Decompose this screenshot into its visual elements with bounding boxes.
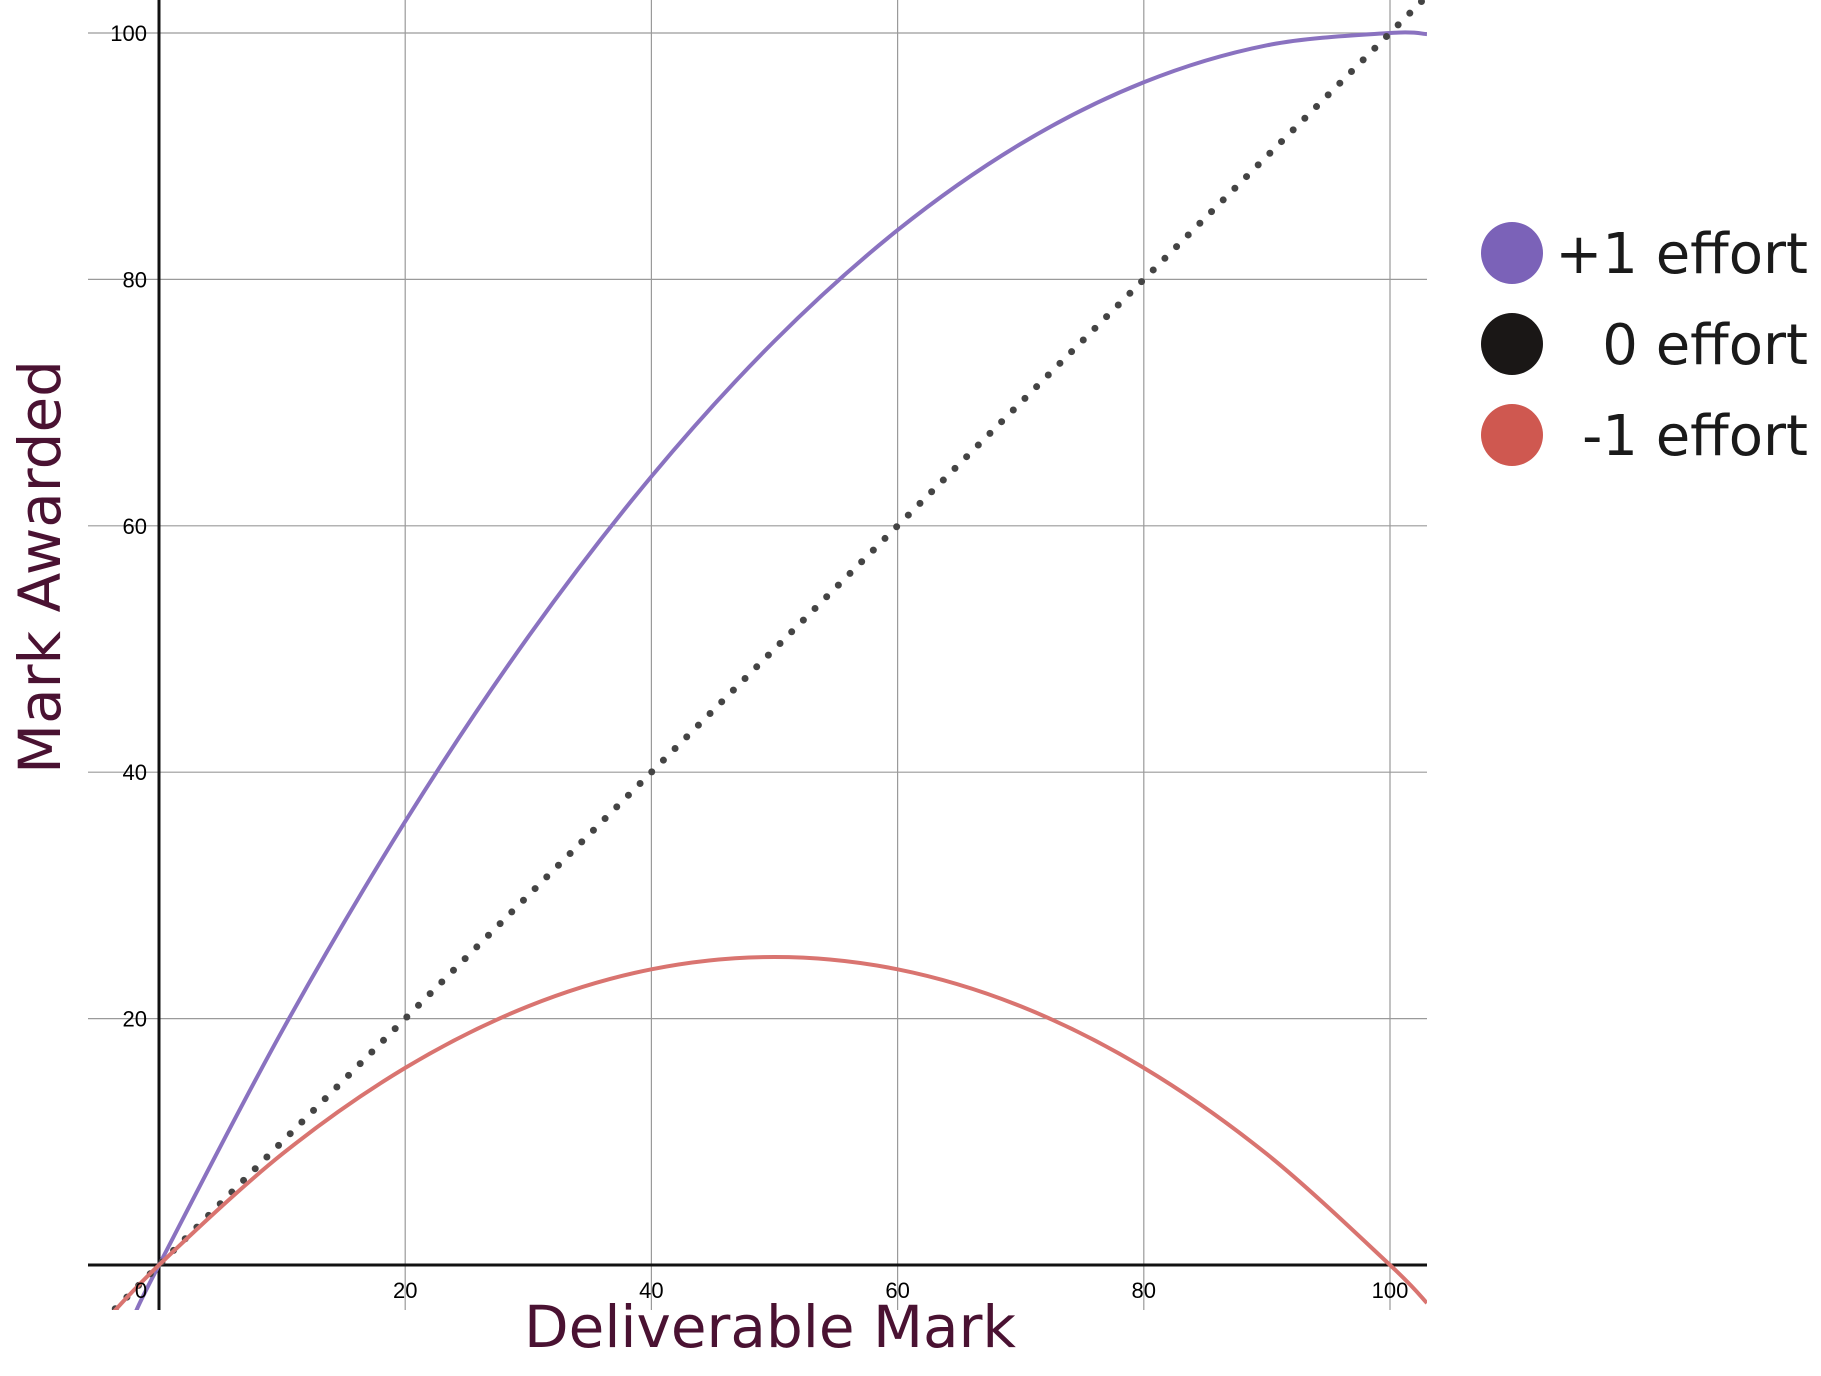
x-tick-label: 60	[885, 1278, 909, 1303]
series-line-1-effort	[112, 955, 1427, 1310]
y-tick-label: 40	[123, 760, 147, 785]
legend-label-0-effort: 0 effort	[1602, 313, 1808, 378]
series-line-1-effort	[134, 30, 1427, 1310]
legend-label-1-effort: -1 effort	[1582, 404, 1808, 469]
legend-swatch-1-effort	[1481, 404, 1543, 466]
tick-labels: 0 20 40 60 80 100 20 40 60 80 100	[110, 21, 1408, 1303]
x-axis-title: Deliverable Mark	[524, 1293, 1016, 1361]
x-tick-label: 0	[135, 1278, 147, 1303]
y-tick-label: 100	[110, 21, 147, 46]
x-tick-label: 100	[1372, 1278, 1409, 1303]
y-axis-title: Mark Awarded	[6, 360, 74, 774]
legend-swatch-1-effort	[1481, 222, 1543, 284]
x-tick-label: 20	[393, 1278, 417, 1303]
legend-label-1-effort: +1 effort	[1555, 222, 1808, 287]
series-layer	[109, 0, 1427, 1310]
series-line-0-effort	[109, 0, 1427, 1310]
x-tick-label: 40	[639, 1278, 663, 1303]
legend-swatch-0-effort	[1481, 313, 1543, 375]
axes	[88, 0, 1427, 1310]
x-tick-label: 80	[1132, 1278, 1156, 1303]
grid	[88, 0, 1427, 1310]
y-tick-label: 60	[123, 514, 147, 539]
y-tick-label: 80	[123, 267, 147, 292]
legend: +1 effort 0 effort -1 effort	[1481, 222, 1808, 469]
y-tick-label: 20	[123, 1007, 147, 1032]
